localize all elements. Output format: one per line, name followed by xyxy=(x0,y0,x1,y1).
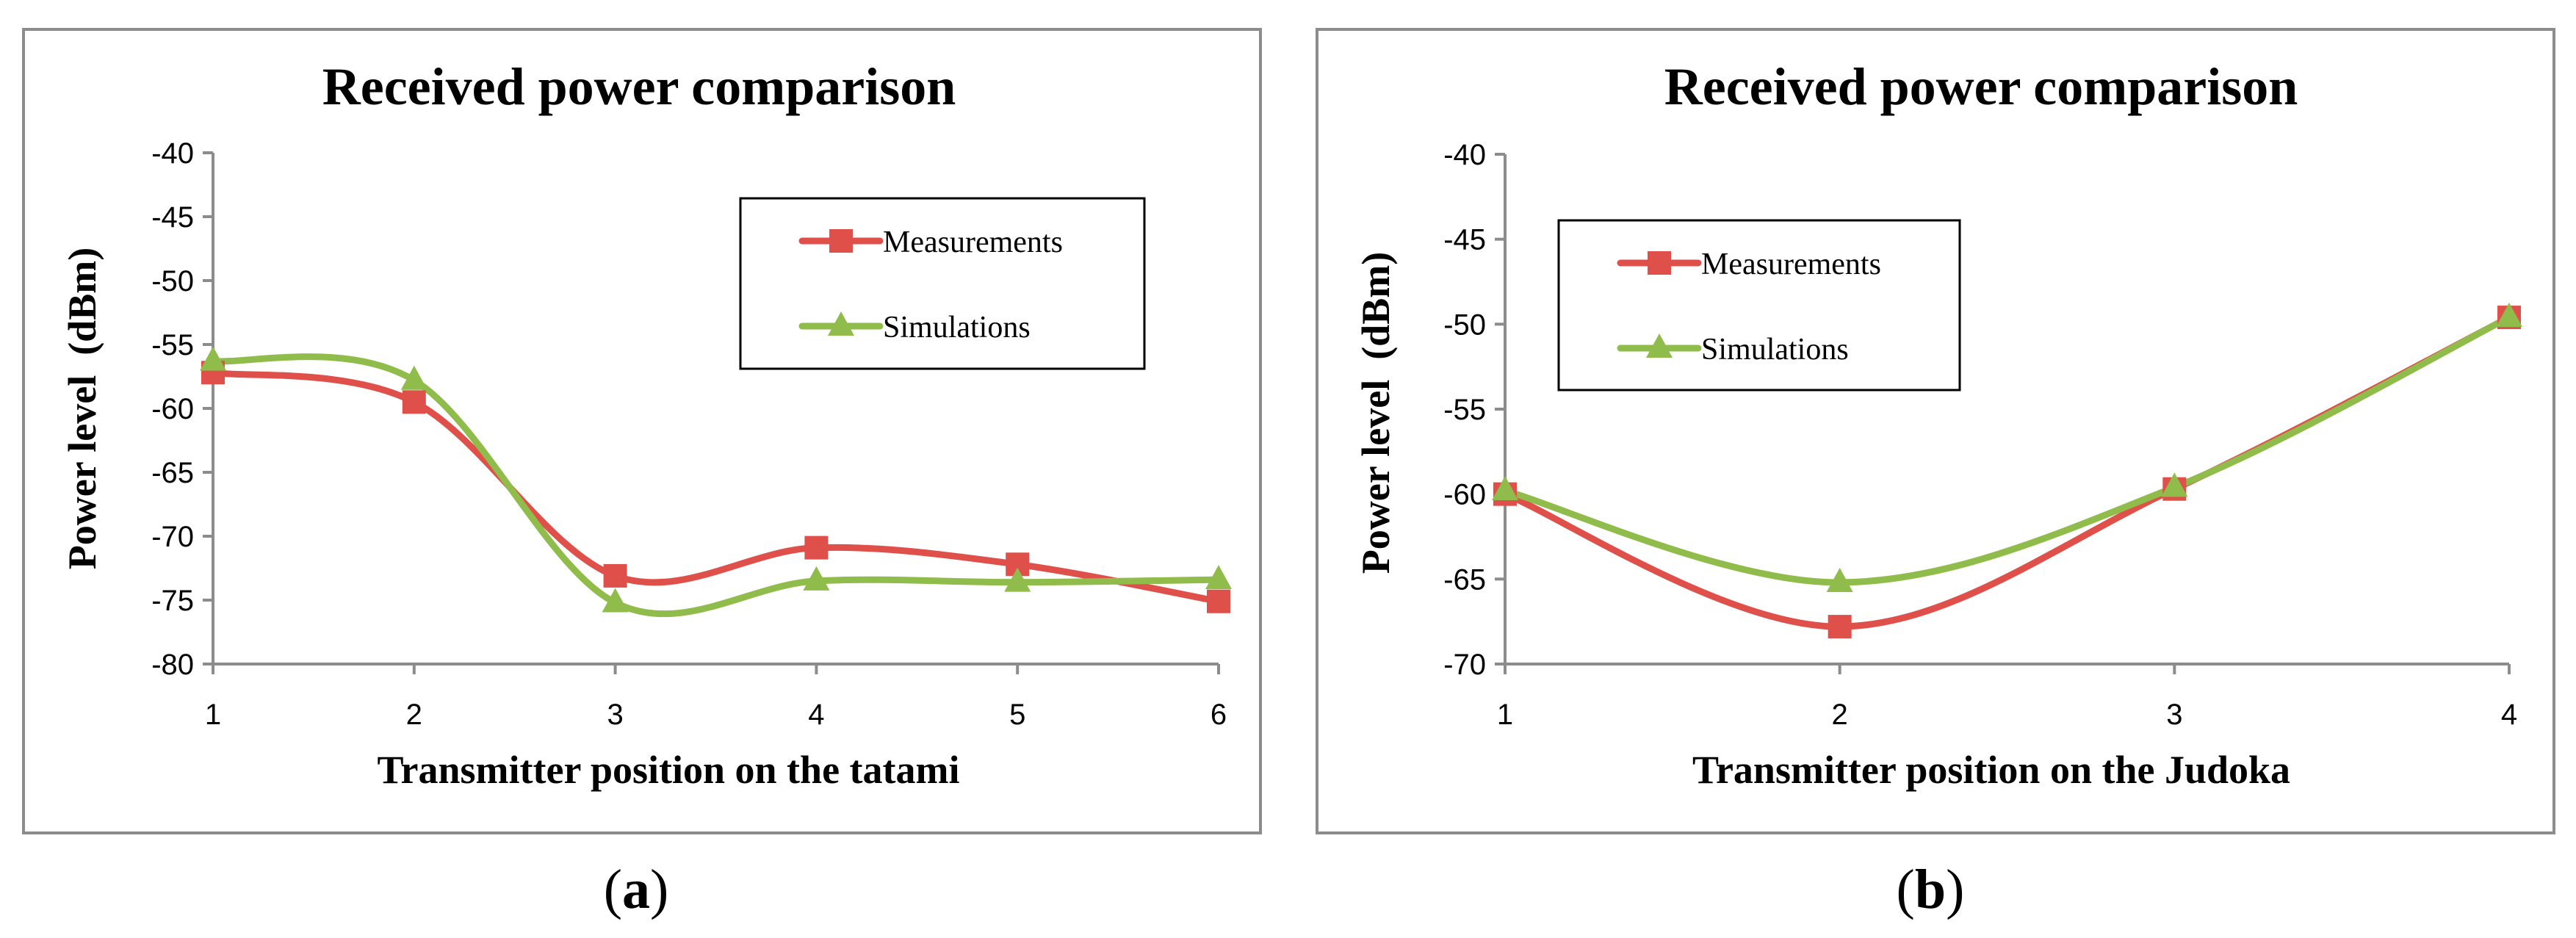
data-point xyxy=(1826,567,1853,592)
series-line-simulations xyxy=(209,353,1222,618)
x-tick-label: 4 xyxy=(808,699,824,731)
chart-a-svg: Received power comparison -40 -45 -50 -55 -60… xyxy=(60,57,1232,792)
caption-b: (b) xyxy=(1857,858,2004,922)
data-point xyxy=(804,535,829,560)
data-point xyxy=(603,563,627,588)
chart-b-svg: Received power comparison -40 -45 -50 -55 -60… xyxy=(1354,57,2522,792)
chart-panel-b: Received power comparison -40 -45 -50 -55 -60… xyxy=(1316,28,2555,834)
legend-marker xyxy=(828,311,854,336)
legend-label: Measurements xyxy=(883,226,1063,259)
y-tick-label: -65 xyxy=(1443,563,1486,596)
data-point xyxy=(1004,567,1031,592)
legend-label: Simulations xyxy=(1701,333,1849,367)
chart-panel-a: Received power comparison -40 -45 -50 -55 -60… xyxy=(22,28,1262,834)
legend: Measurements Simulations xyxy=(739,197,1146,370)
data-point xyxy=(602,588,629,613)
y-axis-label: Power level (dBm) xyxy=(1354,252,1398,574)
x-tick-label: 3 xyxy=(607,699,623,731)
caption-b-letter: b xyxy=(1914,859,1947,920)
y-tick-label: -75 xyxy=(151,585,194,617)
data-point xyxy=(1492,476,1518,501)
chart-title: Received power comparison xyxy=(1664,57,2298,116)
data-point xyxy=(402,390,426,414)
legend-marker xyxy=(1646,333,1673,358)
x-tick-label: 1 xyxy=(1497,699,1513,731)
legend-marker xyxy=(1648,251,1671,275)
legend-box xyxy=(739,197,1146,370)
data-point xyxy=(2496,303,2522,328)
caption-a-letter: a xyxy=(622,859,650,920)
y-tick-label: -55 xyxy=(1443,394,1486,426)
data-point xyxy=(1205,565,1232,590)
x-tick-label: 6 xyxy=(1211,699,1227,731)
legend: Measurements Simulations xyxy=(1557,219,1961,392)
x-tick-label: 2 xyxy=(406,699,422,731)
y-tick-label: -65 xyxy=(151,457,194,489)
data-point xyxy=(803,566,830,591)
y-tick-label: -40 xyxy=(151,137,194,170)
caption-a: (a) xyxy=(563,858,710,922)
y-tick-label: -80 xyxy=(151,649,194,681)
caption-a-close: ) xyxy=(650,859,669,920)
x-tick-label: 5 xyxy=(1009,699,1025,731)
x-tick-label: 3 xyxy=(2166,699,2182,731)
y-tick-label: -60 xyxy=(1443,479,1486,511)
y-tick-label: -40 xyxy=(1443,139,1486,171)
data-point xyxy=(2161,472,2188,497)
series-markers-simulations xyxy=(200,346,1232,613)
series-line-measurements xyxy=(209,369,1222,605)
y-tick-label: -50 xyxy=(1443,309,1486,341)
data-point xyxy=(400,365,427,390)
x-tick-label: 1 xyxy=(205,699,221,731)
legend-label: Simulations xyxy=(883,311,1031,344)
x-axis-label: Transmitter position on the Judoka xyxy=(1692,748,2290,792)
chart-title: Received power comparison xyxy=(322,57,956,116)
data-point xyxy=(200,346,226,371)
caption-a-open: ( xyxy=(603,859,622,920)
y-tick-label: -70 xyxy=(1443,649,1486,681)
y-tick-label: -60 xyxy=(151,393,194,425)
x-axis-label: Transmitter position on the tatami xyxy=(378,748,960,792)
y-tick-label: -55 xyxy=(151,329,194,361)
legend-label: Measurements xyxy=(1701,248,1881,281)
legend-marker xyxy=(829,229,853,253)
x-tick-label: 2 xyxy=(1832,699,1848,731)
y-axis-label: Power level (dBm) xyxy=(60,248,104,569)
y-tick-label: -50 xyxy=(151,265,194,297)
y-tick-label: -45 xyxy=(1443,224,1486,256)
caption-b-close: ) xyxy=(1946,859,1965,920)
series-line-simulations xyxy=(1501,314,2513,586)
data-point xyxy=(1828,615,1852,639)
data-point xyxy=(1207,589,1230,613)
y-tick-label: -70 xyxy=(151,521,194,553)
x-tick-label: 4 xyxy=(2501,699,2517,731)
y-tick-label: -45 xyxy=(151,201,194,234)
series-markers-simulations xyxy=(1492,303,2522,592)
legend-box xyxy=(1557,219,1961,392)
caption-b-open: ( xyxy=(1896,859,1915,920)
